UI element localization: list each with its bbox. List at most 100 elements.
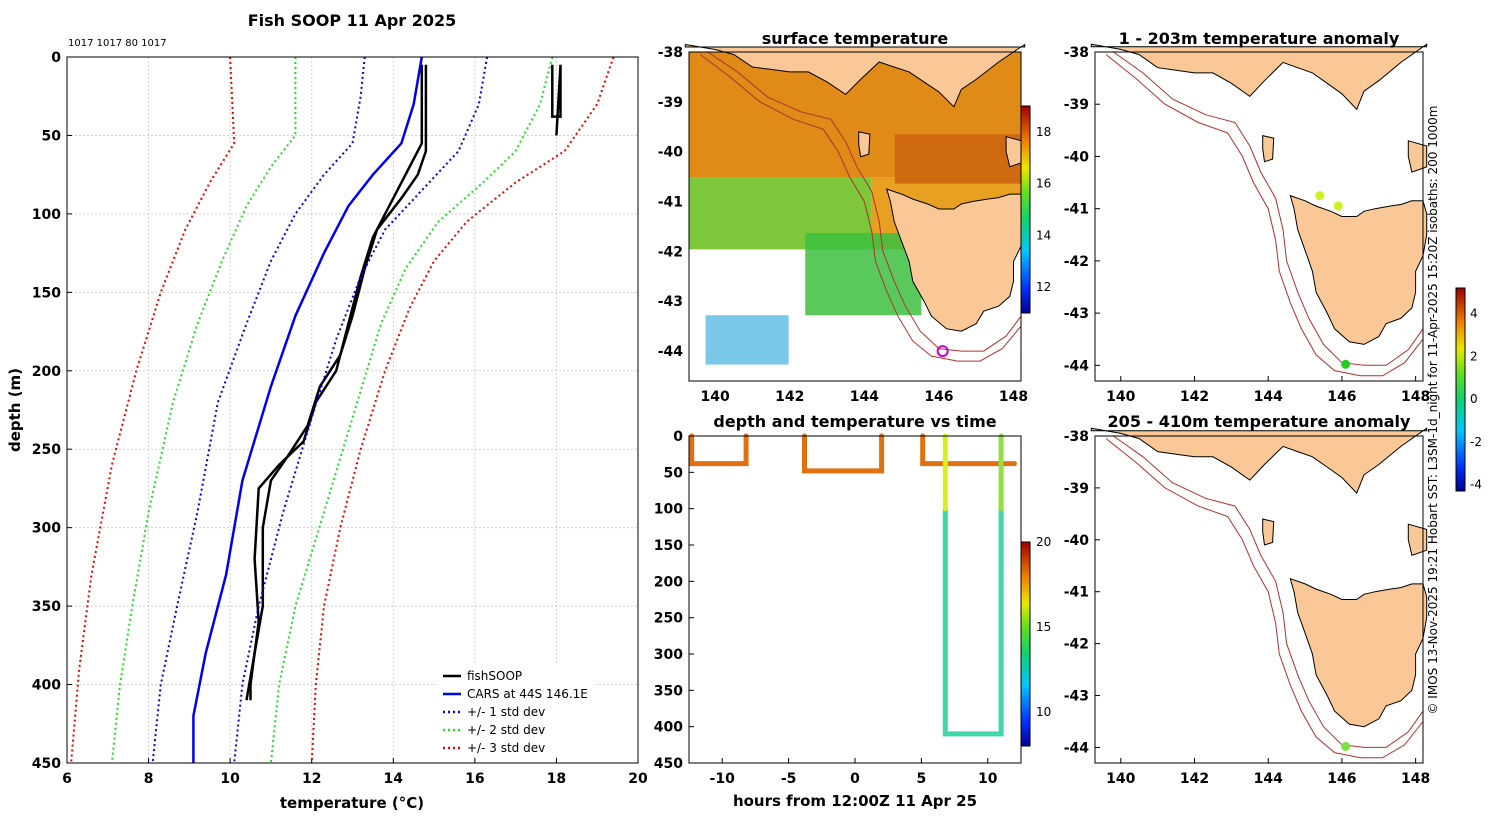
anomaly-map-deep: 140 142 144 146 148 -38 -39 -40 -41 -42 -43 -44 205 … xyxy=(1064,412,1431,787)
y-tick-label: 400 xyxy=(654,720,683,736)
axes-frame xyxy=(688,435,1022,764)
x-tick-label: 146 xyxy=(1327,771,1356,787)
series-trip-1 xyxy=(689,433,749,467)
y-axis-label: depth (m) xyxy=(6,368,24,452)
isobath-200m xyxy=(707,51,1022,352)
y-tick-label: -38 xyxy=(658,45,683,61)
chart-title: 1 - 203m temperature anomaly xyxy=(1119,29,1400,48)
colorbar-tick-label: 18 xyxy=(1036,125,1051,139)
chart-title: surface temperature xyxy=(762,29,949,48)
land-tasmania xyxy=(885,188,1026,332)
legend: fishSOOP CARS at 44S 146.1E +/- 1 std dev +… xyxy=(436,663,596,757)
y-tick-label: -40 xyxy=(1064,533,1090,549)
legend-box xyxy=(436,663,596,757)
y-tick-label: 350 xyxy=(654,683,683,699)
x-tick-label: 146 xyxy=(924,389,953,405)
land-tasmania xyxy=(1289,577,1428,728)
time-plot: -10 -5 0 5 10050100150200250300350400450dept… xyxy=(654,412,1052,810)
x-tick-label: 142 xyxy=(775,389,804,405)
sst-green-patch xyxy=(805,232,922,316)
x-axis-label: temperature (°C) xyxy=(280,794,424,812)
isobath-200m xyxy=(1113,435,1424,748)
y-tick-label: -39 xyxy=(1064,97,1089,113)
legend-entry: CARS at 44S 146.1E xyxy=(467,687,588,701)
x-tick-label: 148 xyxy=(1401,389,1430,405)
isobath-1000m xyxy=(1105,54,1424,377)
y-tick-label: 100 xyxy=(32,207,61,223)
colorbar-tick-label: 14 xyxy=(1036,228,1051,242)
y-tick-label: -42 xyxy=(658,244,683,260)
y-tick-label: 250 xyxy=(654,611,683,627)
isobath-1000m xyxy=(699,54,1022,362)
series-fishsoop xyxy=(245,64,428,701)
y-tick-label: 400 xyxy=(32,678,61,694)
land-king-island xyxy=(1262,134,1275,163)
sst-map: 140 142 144 146 148 -38 -39 -40 -41 -42 -43 -44 surf… xyxy=(658,29,1052,405)
anomaly-colorbar: -4 -2 0 2 4 xyxy=(1455,287,1482,492)
y-tick-label: -40 xyxy=(1064,149,1090,165)
x-tick-label: 144 xyxy=(850,389,879,405)
legend-entry: +/- 3 std dev xyxy=(467,741,545,755)
series-trip-2 xyxy=(802,433,885,474)
x-tick-label: 10 xyxy=(220,771,240,787)
y-tick-label: 200 xyxy=(32,364,61,380)
sst-hot-patch xyxy=(894,134,1021,184)
legend-entry: +/- 2 std dev xyxy=(467,723,545,737)
legend-entry: +/- 1 std dev xyxy=(467,705,545,719)
colorbar-tick-label: 2 xyxy=(1470,349,1478,363)
x-tick-label: 140 xyxy=(700,389,729,405)
credit-text: © IMOS 13-Nov-2025 19:21 Hobart SST: L3S… xyxy=(1426,105,1440,714)
colorbar-tick-label: 20 xyxy=(1036,535,1051,549)
x-axis-label: hours from 12:00Z 11 Apr 25 xyxy=(733,792,977,810)
x-tick-label: 12 xyxy=(302,771,321,787)
y-tick-label: -43 xyxy=(1064,306,1089,322)
chart-title: 205 - 410m temperature anomaly xyxy=(1108,412,1411,431)
x-tick-label: 5 xyxy=(917,771,927,787)
colorbar-tick-label: 12 xyxy=(1036,280,1051,294)
y-tick-label: -38 xyxy=(1064,45,1089,61)
colorbar xyxy=(1020,105,1031,314)
y-tick-label: -39 xyxy=(1064,481,1089,497)
x-tick-label: 148 xyxy=(999,389,1028,405)
isobath-200m xyxy=(1113,51,1424,366)
chart-subtitle: 1017 1017 80 1017 xyxy=(68,38,167,49)
colorbar xyxy=(1020,541,1031,747)
y-tick-label: 150 xyxy=(32,285,61,301)
anomaly-point xyxy=(1333,201,1343,211)
x-tick-label: 148 xyxy=(1401,771,1430,787)
x-tick-label: 10 xyxy=(978,771,998,787)
colorbar-tick-label: 0 xyxy=(1470,392,1478,406)
x-tick-label: 142 xyxy=(1180,389,1209,405)
y-tick-label: 450 xyxy=(654,756,683,772)
x-tick-label: 140 xyxy=(1106,771,1135,787)
fishing-position-marker xyxy=(936,345,949,358)
y-tick-label: -38 xyxy=(1064,429,1089,445)
series--2-std-dev xyxy=(110,57,297,764)
y-tick-label: -41 xyxy=(658,195,683,211)
anomaly-map-shallow: 140 142 144 146 148 -38 -39 -40 -41 -42 -43 -44 1 - … xyxy=(1064,29,1431,405)
x-tick-label: 144 xyxy=(1254,389,1283,405)
y-tick-label: -40 xyxy=(658,145,684,161)
y-tick-label: -44 xyxy=(658,344,684,360)
y-tick-label: 250 xyxy=(32,442,61,458)
colorbar-tick-label: -2 xyxy=(1470,435,1482,449)
axes-frame xyxy=(66,56,639,764)
x-tick-label: 144 xyxy=(1254,771,1283,787)
profile-plot: 6 8 10 12 14 16 18 2005010015020025030035040045… xyxy=(6,11,648,812)
sst-cool-patch xyxy=(705,315,789,365)
anomaly-point xyxy=(1341,359,1351,369)
chart-title: Fish SOOP 11 Apr 2025 xyxy=(248,11,457,30)
x-tick-label: 146 xyxy=(1327,389,1356,405)
colorbar-tick-label: 4 xyxy=(1470,307,1478,321)
series--1-std-dev xyxy=(233,56,489,764)
y-tick-label: -44 xyxy=(1064,740,1090,756)
land-mainland xyxy=(1090,43,1428,111)
axes-frame xyxy=(1094,435,1424,764)
series--3-std-dev xyxy=(70,56,236,764)
colorbar-tick-label: 10 xyxy=(1036,705,1051,719)
y-tick-label: -42 xyxy=(1064,254,1089,270)
land-tasmania xyxy=(1289,194,1428,345)
colorbar xyxy=(1455,287,1466,492)
land-king-island xyxy=(1262,518,1275,546)
